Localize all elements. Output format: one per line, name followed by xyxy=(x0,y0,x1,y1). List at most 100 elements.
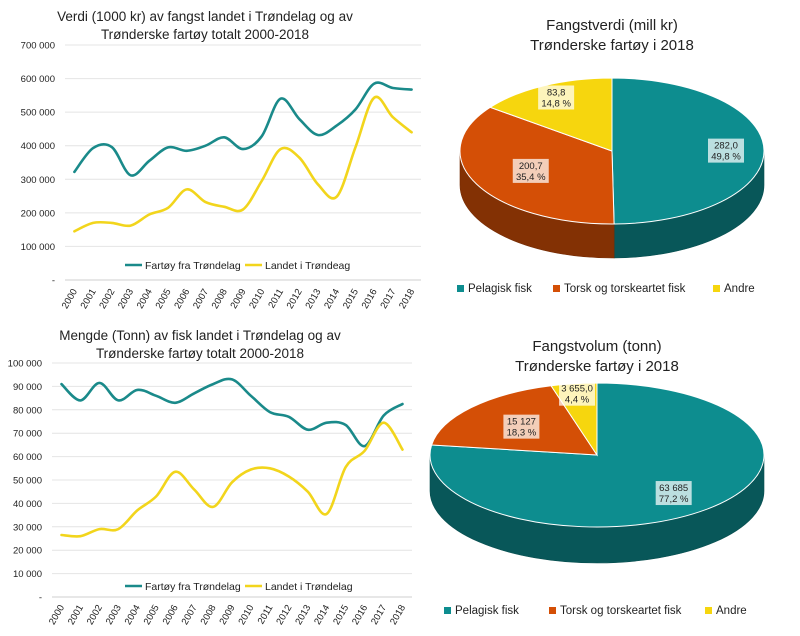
x-tick-label: 2002 xyxy=(97,287,117,311)
pie-percent-label: 35,4 % xyxy=(516,172,546,183)
x-tick-label: 2006 xyxy=(172,287,192,311)
pie-label-box xyxy=(512,158,549,183)
legend-label-fartoy: Fartøy fra Trøndelag xyxy=(145,581,241,593)
x-tick-label: 2002 xyxy=(85,603,105,627)
value-pie-legend: Pelagisk fisk Torsk og torskeartet fisk An… xyxy=(457,283,755,295)
value-chart-y-axis: - 100 000 200 000 300 000 400 000 500 000 600 … xyxy=(21,41,55,287)
volume-pie-chart: Fangstvolum (tonn) Trønderske fartøy i 2… xyxy=(429,338,765,617)
y-tick-label: 400 000 xyxy=(21,141,55,152)
x-tick-label: 2005 xyxy=(142,603,162,627)
y-tick-label: 40 000 xyxy=(13,499,42,510)
x-tick-label: 2013 xyxy=(303,287,323,311)
legend-label: Torsk og torskeartet fisk xyxy=(560,605,682,617)
legend-label-fartoy: Fartøy fra Trøndelag xyxy=(145,260,241,272)
y-tick-label: 20 000 xyxy=(13,546,42,557)
pie-percent-label: 14,8 % xyxy=(541,98,571,109)
y-tick-label: 90 000 xyxy=(13,382,42,393)
x-tick-label: 2012 xyxy=(285,287,305,311)
x-tick-label: 2018 xyxy=(397,287,417,311)
pie-label-box xyxy=(503,414,540,439)
pie-value-label: 63 685 xyxy=(659,483,688,494)
volume-chart-title-line2: Trønderske fartøy totalt 2000-2018 xyxy=(96,346,304,361)
legend-swatch xyxy=(713,285,720,292)
series-line-landet-i-tr-ndeag xyxy=(73,95,413,233)
x-tick-label: 2018 xyxy=(388,603,408,627)
value-chart-title-line1: Verdi (1000 kr) av fangst landet i Trønd… xyxy=(57,9,353,24)
value-pie-title-line2: Trønderske fartøy i 2018 xyxy=(530,37,694,54)
y-tick-label: 80 000 xyxy=(13,405,42,416)
volume-pie-title-line1: Fangstvolum (tonn) xyxy=(532,338,661,355)
y-tick-label: - xyxy=(52,276,55,287)
x-tick-label: 2006 xyxy=(161,603,181,627)
value-pie-title-line1: Fangstverdi (mill kr) xyxy=(546,17,678,34)
x-tick-label: 2009 xyxy=(218,603,238,627)
pie-label-box xyxy=(538,85,575,110)
y-tick-label: 600 000 xyxy=(21,74,55,85)
x-tick-label: 2007 xyxy=(180,603,200,627)
pie-value-label: 3 655,0 xyxy=(561,384,593,395)
x-tick-label: 2013 xyxy=(293,603,313,627)
x-tick-label: 2010 xyxy=(247,287,267,311)
x-tick-label: 2000 xyxy=(60,287,80,311)
x-tick-label: 2008 xyxy=(210,287,230,311)
y-tick-label: 300 000 xyxy=(21,175,55,186)
pie-label-box xyxy=(559,381,596,406)
y-tick-label: 700 000 xyxy=(21,41,55,52)
y-tick-label: 200 000 xyxy=(21,208,55,219)
volume-chart-x-axis: 2000200120022003200420052006200720082009… xyxy=(47,603,408,627)
x-tick-label: 2003 xyxy=(104,603,124,627)
y-tick-label: 60 000 xyxy=(13,452,42,463)
volume-pie-legend: Pelagisk fisk Torsk og torskeartet fisk An… xyxy=(444,605,747,617)
y-tick-label: 500 000 xyxy=(21,108,55,119)
x-tick-label: 2014 xyxy=(322,287,342,311)
pie-value-label: 200,7 xyxy=(519,161,543,172)
legend-swatch xyxy=(549,607,556,614)
y-tick-label: 70 000 xyxy=(13,429,42,440)
legend-label: Torsk og torskeartet fisk xyxy=(564,283,686,295)
value-chart-gridlines xyxy=(65,44,421,281)
x-tick-label: 2001 xyxy=(66,603,86,627)
legend-label-landet: Landet i Trøndelag xyxy=(265,581,353,593)
x-tick-label: 2010 xyxy=(236,603,256,627)
legend-label: Pelagisk fisk xyxy=(468,283,532,295)
x-tick-label: 2017 xyxy=(378,287,398,311)
x-tick-label: 2015 xyxy=(331,603,351,627)
volume-chart-gridlines xyxy=(52,362,412,598)
pie-percent-label: 77,2 % xyxy=(659,494,689,505)
pie-label-box xyxy=(707,138,744,163)
x-tick-label: 2007 xyxy=(191,287,211,311)
x-tick-label: 2016 xyxy=(350,603,370,627)
y-tick-label: 100 000 xyxy=(8,359,42,370)
value-chart-x-axis: 2000200120022003200420052006200720082009… xyxy=(60,287,417,311)
x-tick-label: 2014 xyxy=(312,603,332,627)
legend-label: Andre xyxy=(724,283,755,295)
pie-percent-label: 18,3 % xyxy=(507,428,537,439)
pie-slice-pelagisk-fisk xyxy=(611,77,765,225)
volume-chart-title-line1: Mengde (Tonn) av fisk landet i Trøndelag… xyxy=(59,328,341,343)
x-tick-label: 2011 xyxy=(266,287,286,310)
x-tick-label: 2004 xyxy=(135,287,155,311)
y-tick-label: 50 000 xyxy=(13,476,42,487)
legend-swatch xyxy=(553,285,560,292)
y-tick-label: 30 000 xyxy=(13,522,42,533)
legend-swatch xyxy=(705,607,712,614)
pie-percent-label: 49,8 % xyxy=(711,152,741,163)
x-tick-label: 2012 xyxy=(274,603,294,627)
x-tick-label: 2000 xyxy=(47,603,67,627)
pie-value-label: 282,0 xyxy=(714,141,738,152)
legend-label: Pelagisk fisk xyxy=(455,605,519,617)
value-chart-title-line2: Trønderske fartøy totalt 2000-2018 xyxy=(101,27,309,42)
value-pie-chart: Fangstverdi (mill kr) Trønderske fartøy … xyxy=(457,17,765,295)
legend-label: Andre xyxy=(716,605,747,617)
x-tick-label: 2009 xyxy=(229,287,249,311)
x-tick-label: 2017 xyxy=(369,603,389,627)
legend-label-landet: Landet i Trøndeag xyxy=(265,260,350,272)
value-pie-slices: 282,049,8 % 200,735,4 % 83,814,8 % xyxy=(459,77,765,259)
volume-chart-series xyxy=(60,377,404,538)
pie-value-label: 83,8 xyxy=(547,87,566,98)
value-line-chart: Verdi (1000 kr) av fangst landet i Trønd… xyxy=(21,9,421,311)
volume-chart-legend: Fartøy fra Trøndelag Landet i Trøndelag xyxy=(125,581,353,593)
legend-swatch xyxy=(457,285,464,292)
